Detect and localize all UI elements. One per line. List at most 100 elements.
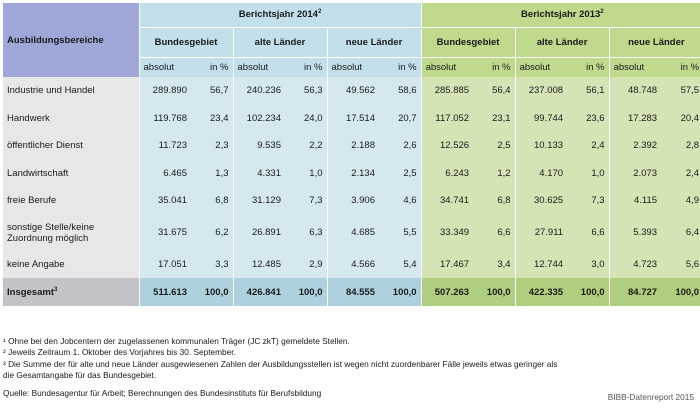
unit-percent: in % <box>191 57 233 77</box>
year-2014-label: Berichtsjahr 2014 <box>238 9 318 21</box>
table-cell: 2,9 <box>285 250 327 278</box>
footnote-1: ¹ Ohne bei den Jobcentern der zugelassen… <box>3 336 350 346</box>
table-cell: 56,7 <box>191 77 233 105</box>
table-cell: 237.008 <box>514 77 568 105</box>
table-cell: 12.744 <box>514 250 568 278</box>
total-cell: 84.727 <box>608 278 662 306</box>
table-cell: 289.890 <box>138 77 191 105</box>
row-label: öffentlicher Dienst <box>3 132 139 160</box>
total-cell: 100,0 <box>191 278 233 306</box>
table-row: keine Angabe 17.051 3,3 12.485 2,9 4.566 5,4 17… <box>3 250 700 278</box>
unit-percent: in % <box>473 57 516 77</box>
table-cell: 49.562 <box>326 77 379 105</box>
total-cell: 422.335 <box>514 278 568 306</box>
table-cell: 56,3 <box>285 77 327 105</box>
table-cell: 31.129 <box>232 187 285 215</box>
unit-percent: in % <box>285 57 327 77</box>
table-cell: 17.467 <box>420 250 474 278</box>
table-cell: 57,5 <box>661 77 700 105</box>
table-cell: 6,4 <box>661 214 700 251</box>
table-cell: 2,5 <box>379 159 422 187</box>
table-cell: 119.768 <box>138 104 191 132</box>
table-cell: 6,8 <box>473 187 516 215</box>
table-cell: 5,4 <box>379 250 422 278</box>
table-cell: 1,2 <box>473 159 516 187</box>
table-cell: 12.485 <box>232 250 285 278</box>
table-cell: 30.625 <box>514 187 568 215</box>
table-cell: 56,4 <box>473 77 516 105</box>
table-cell: 2,4 <box>661 159 700 187</box>
table-cell: 6,6 <box>567 214 610 251</box>
region-header-alt-2013: alte Länder <box>514 27 610 58</box>
total-cell: 100,0 <box>661 278 700 306</box>
unit-percent: in % <box>661 57 700 77</box>
table-cell: 6,8 <box>191 187 233 215</box>
table-cell: 58,6 <box>379 77 422 105</box>
unit-percent: in % <box>567 57 610 77</box>
table-cell: 2.392 <box>608 132 662 160</box>
table-cell: 20,7 <box>379 104 422 132</box>
table-cell: 2.134 <box>326 159 379 187</box>
table-cell: 4.723 <box>608 250 662 278</box>
unit-absolut: absolut <box>514 57 568 77</box>
unit-percent: in % <box>379 57 422 77</box>
table-cell: 7,3 <box>285 187 327 215</box>
table-row: sonstige Stelle/keine Zuordnung möglich 3… <box>3 214 700 251</box>
table-cell: 3,0 <box>567 250 610 278</box>
table-cell: 1,3 <box>191 159 233 187</box>
table-row: öffentlicher Dienst 11.723 2,3 9.535 2,2 2.18… <box>3 132 700 160</box>
table-cell: 2,2 <box>285 132 327 160</box>
total-cell: 100,0 <box>567 278 610 306</box>
unit-absolut: absolut <box>326 57 379 77</box>
table-cell: 4.331 <box>232 159 285 187</box>
table-cell: 1,0 <box>285 159 327 187</box>
table-cell: 2.073 <box>608 159 662 187</box>
table-cell: 35.041 <box>138 187 191 215</box>
table-cell: 17.283 <box>608 104 662 132</box>
footnote-3-continued: die Gesamtangabe für das Bundesgebiet. <box>3 370 157 381</box>
row-label: keine Angabe <box>3 250 139 278</box>
row-label: sonstige Stelle/keine Zuordnung möglich <box>3 214 139 251</box>
table-cell: 4,9 <box>661 187 700 215</box>
total-cell: 100,0 <box>285 278 327 306</box>
table-cell: 7,3 <box>567 187 610 215</box>
table-cell: 2,8 <box>661 132 700 160</box>
table-row: Handwerk 119.768 23,4 102.234 24,0 17.514 20,7… <box>3 104 700 132</box>
unit-absolut: absolut <box>138 57 191 77</box>
table-cell: 4.566 <box>326 250 379 278</box>
total-cell: 511.613 <box>138 278 191 306</box>
region-header-bund-2014: Bundesgebiet <box>138 27 233 58</box>
table-cell: 27.911 <box>514 214 568 251</box>
table-cell: 3,4 <box>473 250 516 278</box>
table-cell: 23,1 <box>473 104 516 132</box>
table-cell: 2,3 <box>191 132 233 160</box>
total-label-text: Insgesamt <box>7 286 54 298</box>
footnote-2: ² Jeweils Zeitraum 1. Oktober des Vorjah… <box>3 347 236 358</box>
total-row: Insgesamt3 511.613 100,0 426.841 100,0 8… <box>3 278 700 306</box>
year-2014-header: Berichtsjahr 20142 <box>138 3 422 28</box>
table-cell: 4.115 <box>608 187 662 215</box>
region-header-neu-2014: neue Länder <box>326 27 422 58</box>
table-cell: 117.052 <box>420 104 474 132</box>
total-footnote-marker: 3 <box>54 286 58 293</box>
total-cell: 100,0 <box>473 278 516 306</box>
table-cell: 5.393 <box>608 214 662 251</box>
publication-credit: BIBB-Datenreport 2015 <box>607 392 694 402</box>
column-header-category: Ausbildungsbereiche <box>3 3 139 77</box>
table-cell: 2.188 <box>326 132 379 160</box>
table-cell: 4.170 <box>514 159 568 187</box>
table-cell: 11.723 <box>138 132 191 160</box>
total-label: Insgesamt3 <box>3 278 139 306</box>
table-cell: 12.526 <box>420 132 474 160</box>
unit-absolut: absolut <box>420 57 474 77</box>
table-cell: 5,5 <box>379 214 422 251</box>
table-cell: 285.885 <box>420 77 474 105</box>
table-cell: 24,0 <box>285 104 327 132</box>
table-cell: 10.133 <box>514 132 568 160</box>
table-cell: 23,6 <box>567 104 610 132</box>
table-cell: 33.349 <box>420 214 474 251</box>
table-cell: 6.465 <box>138 159 191 187</box>
table-cell: 56,1 <box>567 77 610 105</box>
table-cell: 48.748 <box>608 77 662 105</box>
source-note: Quelle: Bundesagentur für Arbeit; Berech… <box>3 387 322 398</box>
